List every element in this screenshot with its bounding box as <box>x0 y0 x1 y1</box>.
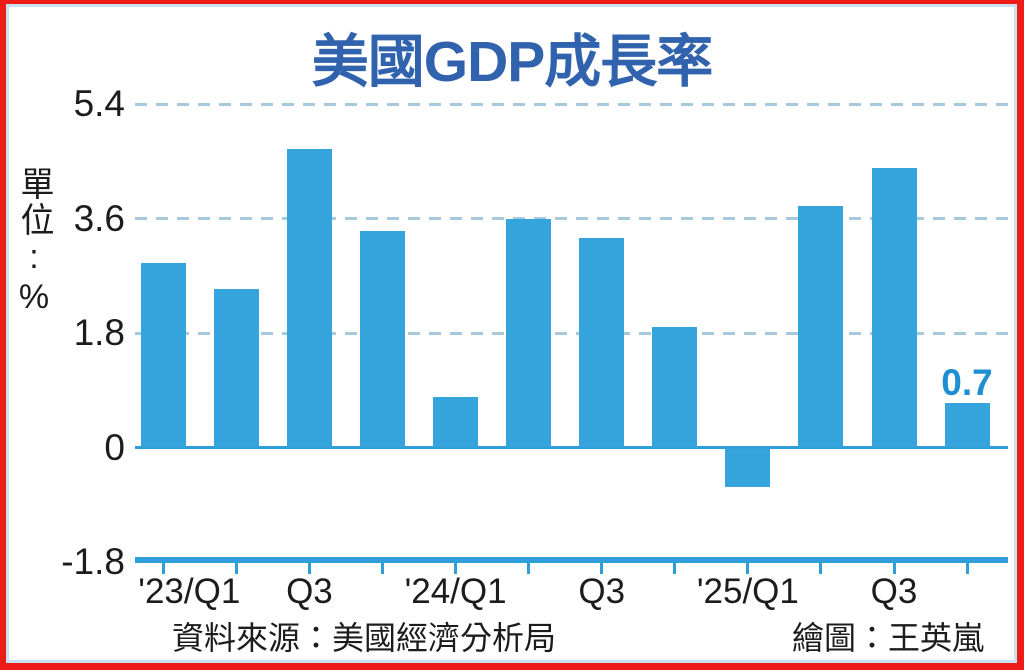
bar-'25/Q4 <box>944 403 990 448</box>
x-tick-'23/Q1 <box>161 563 165 574</box>
bar-'23/Q3 <box>286 148 332 448</box>
x-tick-'25/Q1 <box>746 563 750 574</box>
y-axis-label-5.4: 5.4 <box>73 83 125 125</box>
x-tick-'24/Q3 <box>600 563 604 574</box>
x-tick-'25/Q4 <box>965 563 969 574</box>
y-axis-label-3.6: 3.6 <box>73 197 125 239</box>
x-tick-'25/Q2 <box>819 563 823 574</box>
x-tick-'23/Q3 <box>307 563 311 574</box>
bar-'25/Q3 <box>871 167 917 448</box>
bar-'24/Q4 <box>652 326 698 448</box>
x-axis-label-24Q1: '24/Q1 <box>404 572 507 611</box>
x-axis-label-23Q1: '23/Q1 <box>138 572 241 611</box>
x-axis-label-Q3: Q3 <box>286 572 333 611</box>
bar-'23/Q4 <box>360 231 405 448</box>
gridline-1.8 <box>135 331 1008 335</box>
x-tick-'24/Q4 <box>673 563 677 574</box>
bar-'24/Q3 <box>579 237 625 448</box>
chart-title: 美國GDP成長率 <box>311 30 714 94</box>
bar-'23/Q2 <box>213 288 259 448</box>
y-axis-label--1.8: -1.8 <box>61 540 125 582</box>
data-label-last-bar: 0.7 <box>941 362 993 403</box>
bar-'23/Q1 <box>140 263 186 448</box>
bar-'25/Q1 <box>725 449 771 488</box>
credit-note: 繪圖：王英嵐 <box>791 620 984 656</box>
x-tick-'23/Q2 <box>234 563 238 574</box>
x-tick-'25/Q3 <box>892 563 896 574</box>
gridline-5.4 <box>135 102 1008 106</box>
x-axis-label-Q3: Q3 <box>578 572 626 611</box>
x-axis-label-Q3: Q3 <box>870 572 918 611</box>
y-axis-label-1.8: 1.8 <box>73 312 125 354</box>
gridline-3.6 <box>135 217 1008 221</box>
x-tick-'23/Q4 <box>381 563 384 574</box>
y-axis-unit-label: 單位:% <box>15 166 53 318</box>
x-tick-'24/Q1 <box>454 563 458 574</box>
x-axis-label-25Q1: '25/Q1 <box>696 572 799 611</box>
x-tick-'24/Q2 <box>527 563 531 574</box>
y-axis-label-0: 0 <box>104 426 125 468</box>
x-axis-line <box>135 557 1008 563</box>
bar-'25/Q2 <box>798 205 844 448</box>
bar-'24/Q2 <box>506 218 552 448</box>
zero-line <box>135 446 1008 449</box>
source-note: 資料來源：美國經濟分析局 <box>172 620 557 656</box>
bar-'24/Q1 <box>433 396 479 448</box>
